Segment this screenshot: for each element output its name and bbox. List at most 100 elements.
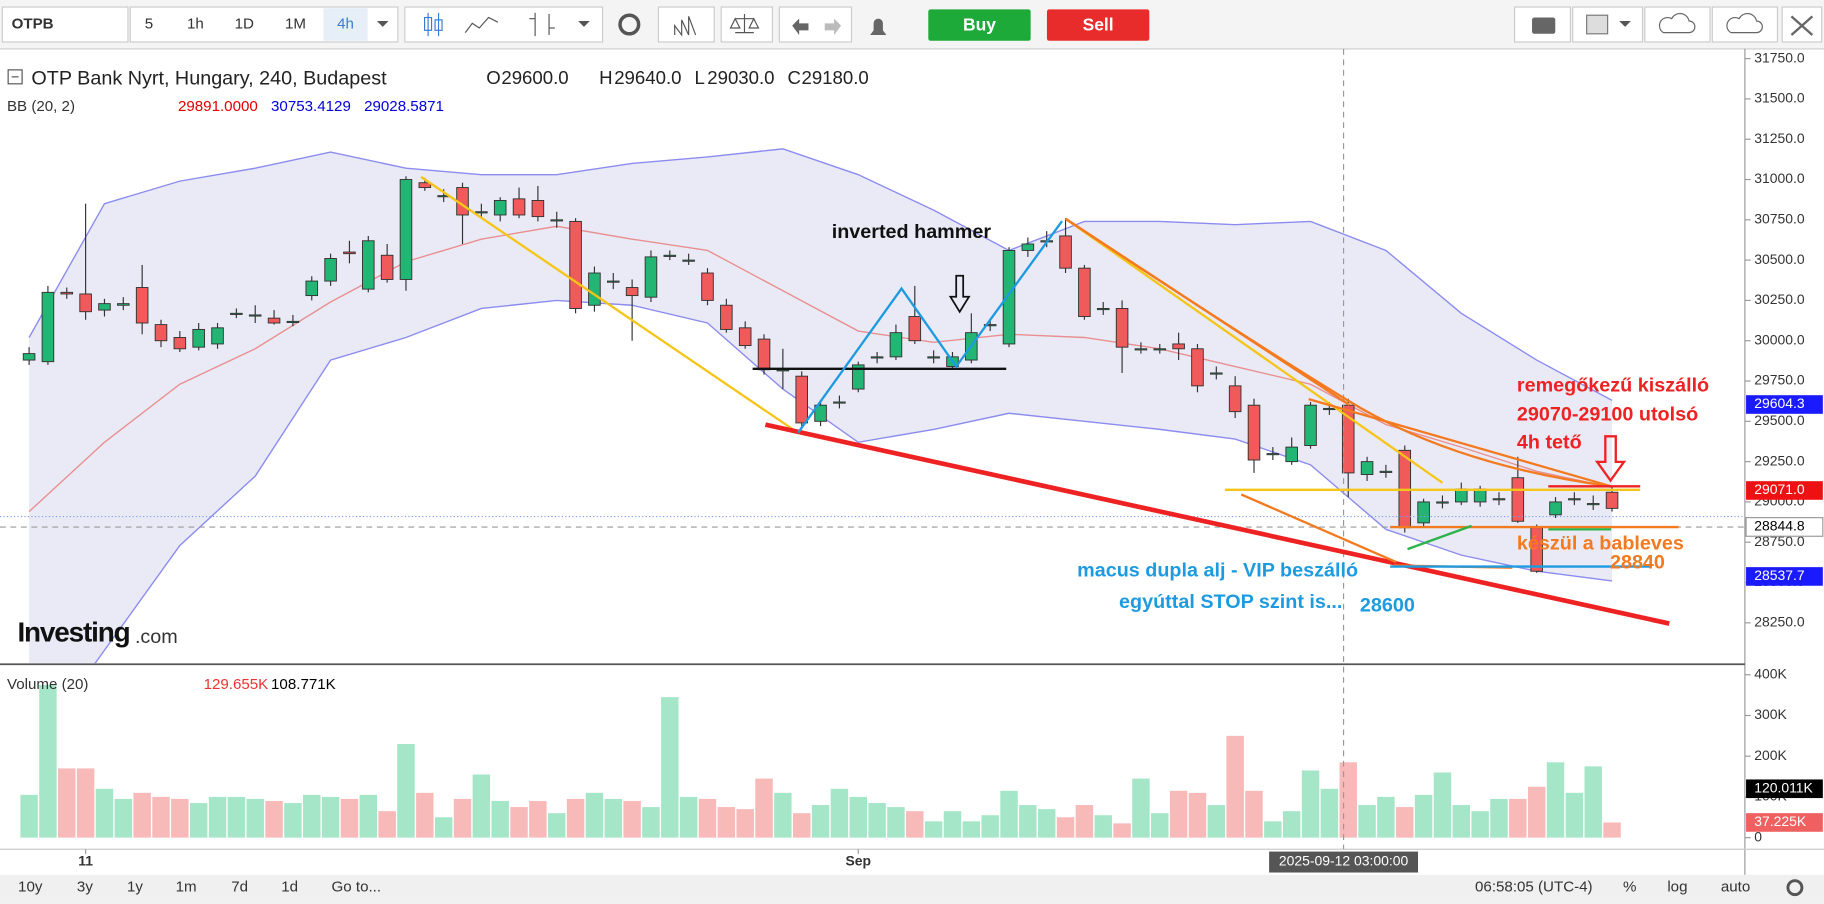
- dropdown-icon[interactable]: [578, 21, 590, 27]
- candle-body: [983, 324, 997, 327]
- candle-body: [98, 303, 111, 311]
- y-tick-label: 30750.0: [1754, 210, 1805, 226]
- interval[interactable]: 5: [145, 16, 153, 33]
- candle-body: [701, 272, 714, 301]
- interval[interactable]: 1M: [285, 16, 306, 33]
- cloud-icon: [1726, 13, 1763, 34]
- candle-body: [1153, 348, 1167, 351]
- sell-button[interactable]: [1046, 9, 1150, 41]
- volume-bar: [623, 800, 641, 838]
- range-button[interactable]: 10y: [18, 879, 43, 896]
- price-marker: [1746, 779, 1823, 799]
- candle-body: [1379, 470, 1393, 473]
- price-marker-label: 28537.7: [1754, 567, 1805, 583]
- auto-toggle[interactable]: auto: [1721, 879, 1750, 896]
- price-marker-label: 120.011K: [1754, 779, 1813, 795]
- candle-body: [1492, 498, 1506, 501]
- range-button[interactable]: 1d: [281, 879, 298, 896]
- volume-bar: [284, 803, 302, 838]
- fullscreen-btn[interactable]: [1781, 6, 1823, 43]
- arrow: [948, 274, 971, 314]
- dropdown-icon[interactable]: [1619, 21, 1631, 27]
- buy-button[interactable]: [928, 9, 1031, 41]
- sell-label: Sell: [1083, 14, 1114, 34]
- crosshair-time: 2025-09-12 03:00:00: [1279, 853, 1409, 869]
- candle-body: [1568, 498, 1581, 501]
- price-marker-label: 37.225K: [1754, 813, 1807, 829]
- range-button[interactable]: 1y: [127, 879, 143, 896]
- collapse-icon[interactable]: [7, 69, 23, 85]
- candle-body: [870, 356, 884, 359]
- dropdown-icon[interactable]: [376, 21, 389, 27]
- interval-active[interactable]: 4h: [337, 16, 354, 33]
- cloud-save-btn[interactable]: [1711, 6, 1779, 43]
- range-button[interactable]: 1m: [176, 879, 197, 896]
- undo-icon[interactable]: [792, 18, 809, 35]
- log-toggle[interactable]: log: [1667, 879, 1687, 896]
- candle-body: [550, 219, 564, 222]
- candle-body: [1304, 404, 1317, 446]
- indicator-btn[interactable]: [657, 6, 715, 43]
- interval[interactable]: 1D: [235, 16, 254, 33]
- volume-bar: [1151, 813, 1169, 838]
- volume-bar: [566, 798, 585, 838]
- candle-body: [1078, 267, 1091, 317]
- y-tick-label: 29500.0: [1754, 412, 1805, 428]
- ohlc-key: L: [694, 67, 704, 88]
- candle-body: [1436, 501, 1449, 504]
- range-button[interactable]: 7d: [231, 879, 248, 896]
- cloud-load-btn[interactable]: [1644, 6, 1711, 43]
- settings-icon[interactable]: [618, 13, 641, 36]
- trend-line: [764, 422, 1670, 626]
- volume-bar: [962, 821, 981, 838]
- volume-bar: [1527, 786, 1546, 838]
- volume-bar: [510, 807, 528, 838]
- volume-bar: [1282, 811, 1301, 838]
- volume-bar: [359, 794, 378, 838]
- symbol-box[interactable]: [1, 6, 129, 43]
- candle-body: [625, 287, 639, 297]
- volume-bar: [887, 807, 905, 838]
- volume-bar: [416, 792, 434, 838]
- volume-bar: [849, 796, 867, 838]
- volume-bar: [1320, 788, 1339, 838]
- annotation: készül a bableves: [1517, 533, 1684, 555]
- y-tick-label: 30500.0: [1754, 251, 1805, 267]
- bar-icon[interactable]: [529, 12, 555, 37]
- volume-bar: [340, 798, 359, 838]
- y-tick-label: 400K: [1754, 665, 1787, 681]
- crosshair-time-bg: [1269, 851, 1419, 873]
- annotation: inverted hammer: [832, 221, 992, 243]
- candle-body: [154, 324, 168, 342]
- volume-bar: [171, 798, 189, 838]
- ohlc-value: 29180.0: [801, 67, 868, 88]
- alert-icon[interactable]: [870, 18, 887, 35]
- candle-icon[interactable]: [424, 12, 443, 37]
- candle-body: [588, 272, 601, 306]
- volume-bar: [152, 796, 170, 838]
- candle-body: [851, 364, 865, 390]
- candle-body: [757, 338, 771, 371]
- line-icon[interactable]: [464, 16, 499, 33]
- compare-btn[interactable]: [720, 6, 773, 43]
- cloud-icon: [1658, 13, 1696, 34]
- volume-bar: [1132, 778, 1150, 838]
- volume-bar: [981, 815, 999, 838]
- settings-icon[interactable]: [1786, 879, 1804, 897]
- interval[interactable]: 1h: [187, 16, 204, 33]
- y-tick-label: 300K: [1754, 706, 1787, 722]
- volume-bar: [1603, 822, 1621, 838]
- price-marker-label: 29604.3: [1754, 395, 1805, 411]
- trend-line: [1240, 493, 1397, 563]
- x-tick-label: Sep: [845, 853, 871, 869]
- volume-bar: [1207, 805, 1226, 838]
- redo-icon[interactable]: [824, 18, 842, 35]
- candle-body: [1096, 308, 1110, 311]
- range-button[interactable]: 3y: [77, 879, 93, 896]
- goto-button[interactable]: Go to...: [332, 879, 382, 896]
- percent-toggle[interactable]: %: [1623, 879, 1636, 896]
- volume-bar: [1075, 805, 1094, 838]
- candle-body: [1266, 453, 1280, 456]
- volume-bar: [548, 813, 566, 838]
